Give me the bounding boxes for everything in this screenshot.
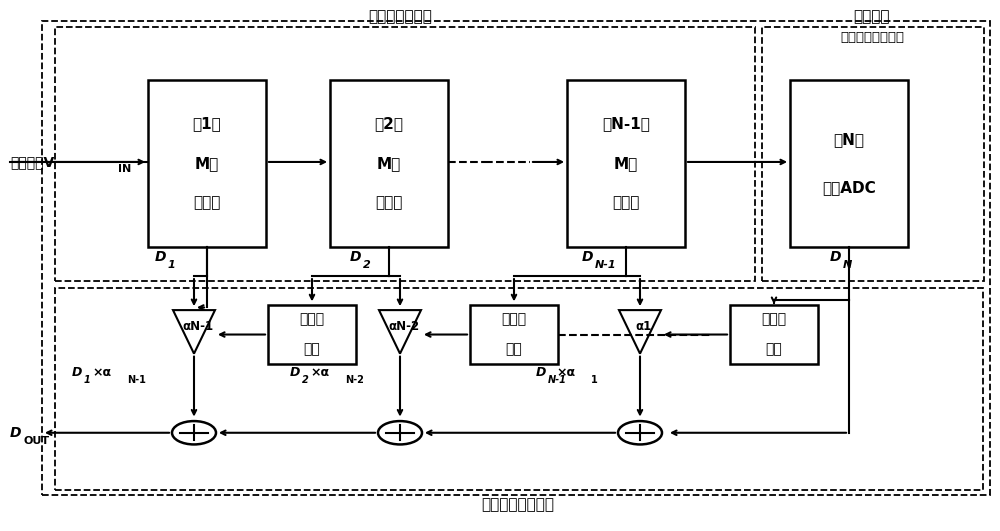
Bar: [790, 80, 908, 247]
Text: α1: α1: [636, 320, 652, 333]
Text: N-2: N-2: [345, 375, 364, 384]
Text: 第2级: 第2级: [374, 116, 404, 131]
Text: αN-1: αN-1: [182, 320, 214, 333]
Text: 第N-1级: 第N-1级: [602, 116, 650, 131]
Text: N-1: N-1: [127, 375, 146, 384]
Bar: [567, 80, 685, 247]
Text: 输入信号V: 输入信号V: [10, 155, 54, 169]
Text: 统计: 统计: [506, 342, 522, 356]
Text: （不含增益误差）: （不含增益误差）: [840, 31, 904, 44]
Text: 流水级: 流水级: [375, 195, 403, 211]
Bar: [148, 80, 266, 247]
Text: 前级含增益误差: 前级含增益误差: [368, 10, 432, 24]
Text: 统计: 统计: [304, 342, 320, 356]
Text: 2: 2: [363, 260, 371, 270]
Text: ×α: ×α: [92, 366, 111, 379]
Text: D: D: [830, 250, 842, 264]
Text: ×α: ×α: [310, 366, 329, 379]
Text: 流水级: 流水级: [193, 195, 221, 211]
Bar: [730, 305, 818, 364]
Text: D: D: [72, 366, 82, 379]
Text: N: N: [843, 260, 852, 270]
Text: N-1: N-1: [548, 375, 567, 384]
Text: 1: 1: [168, 260, 176, 270]
Bar: [470, 305, 558, 364]
Text: D: D: [290, 366, 300, 379]
Text: 后台增益校准模块: 后台增益校准模块: [482, 497, 554, 512]
Text: D: D: [350, 250, 362, 264]
Text: 1: 1: [84, 375, 91, 384]
Text: N-1: N-1: [595, 260, 617, 270]
Text: 理想后级: 理想后级: [854, 10, 890, 24]
Text: 1: 1: [591, 375, 598, 384]
Text: D: D: [10, 426, 22, 440]
Text: 后端ADC: 后端ADC: [822, 179, 876, 195]
Bar: [268, 305, 356, 364]
Text: 直方图: 直方图: [501, 313, 527, 327]
Text: D: D: [582, 250, 594, 264]
Bar: [330, 80, 448, 247]
Text: 第1级: 第1级: [193, 116, 221, 131]
Text: 统计: 统计: [766, 342, 782, 356]
Text: 2: 2: [302, 375, 309, 384]
Text: 直方图: 直方图: [761, 313, 787, 327]
Text: IN: IN: [118, 164, 131, 174]
Bar: [55, 288, 983, 490]
Text: ×α: ×α: [556, 366, 575, 379]
Text: M位: M位: [195, 156, 219, 171]
Text: 流水级: 流水级: [612, 195, 640, 211]
Text: M位: M位: [614, 156, 638, 171]
Text: OUT: OUT: [23, 436, 49, 446]
Text: D: D: [155, 250, 166, 264]
Text: 直方图: 直方图: [299, 313, 325, 327]
Bar: [762, 27, 984, 281]
Bar: [55, 27, 755, 281]
Bar: [42, 21, 990, 495]
Text: αN-2: αN-2: [388, 320, 420, 333]
Text: M位: M位: [377, 156, 401, 171]
Text: D: D: [536, 366, 546, 379]
Text: 第N级: 第N级: [834, 132, 864, 147]
